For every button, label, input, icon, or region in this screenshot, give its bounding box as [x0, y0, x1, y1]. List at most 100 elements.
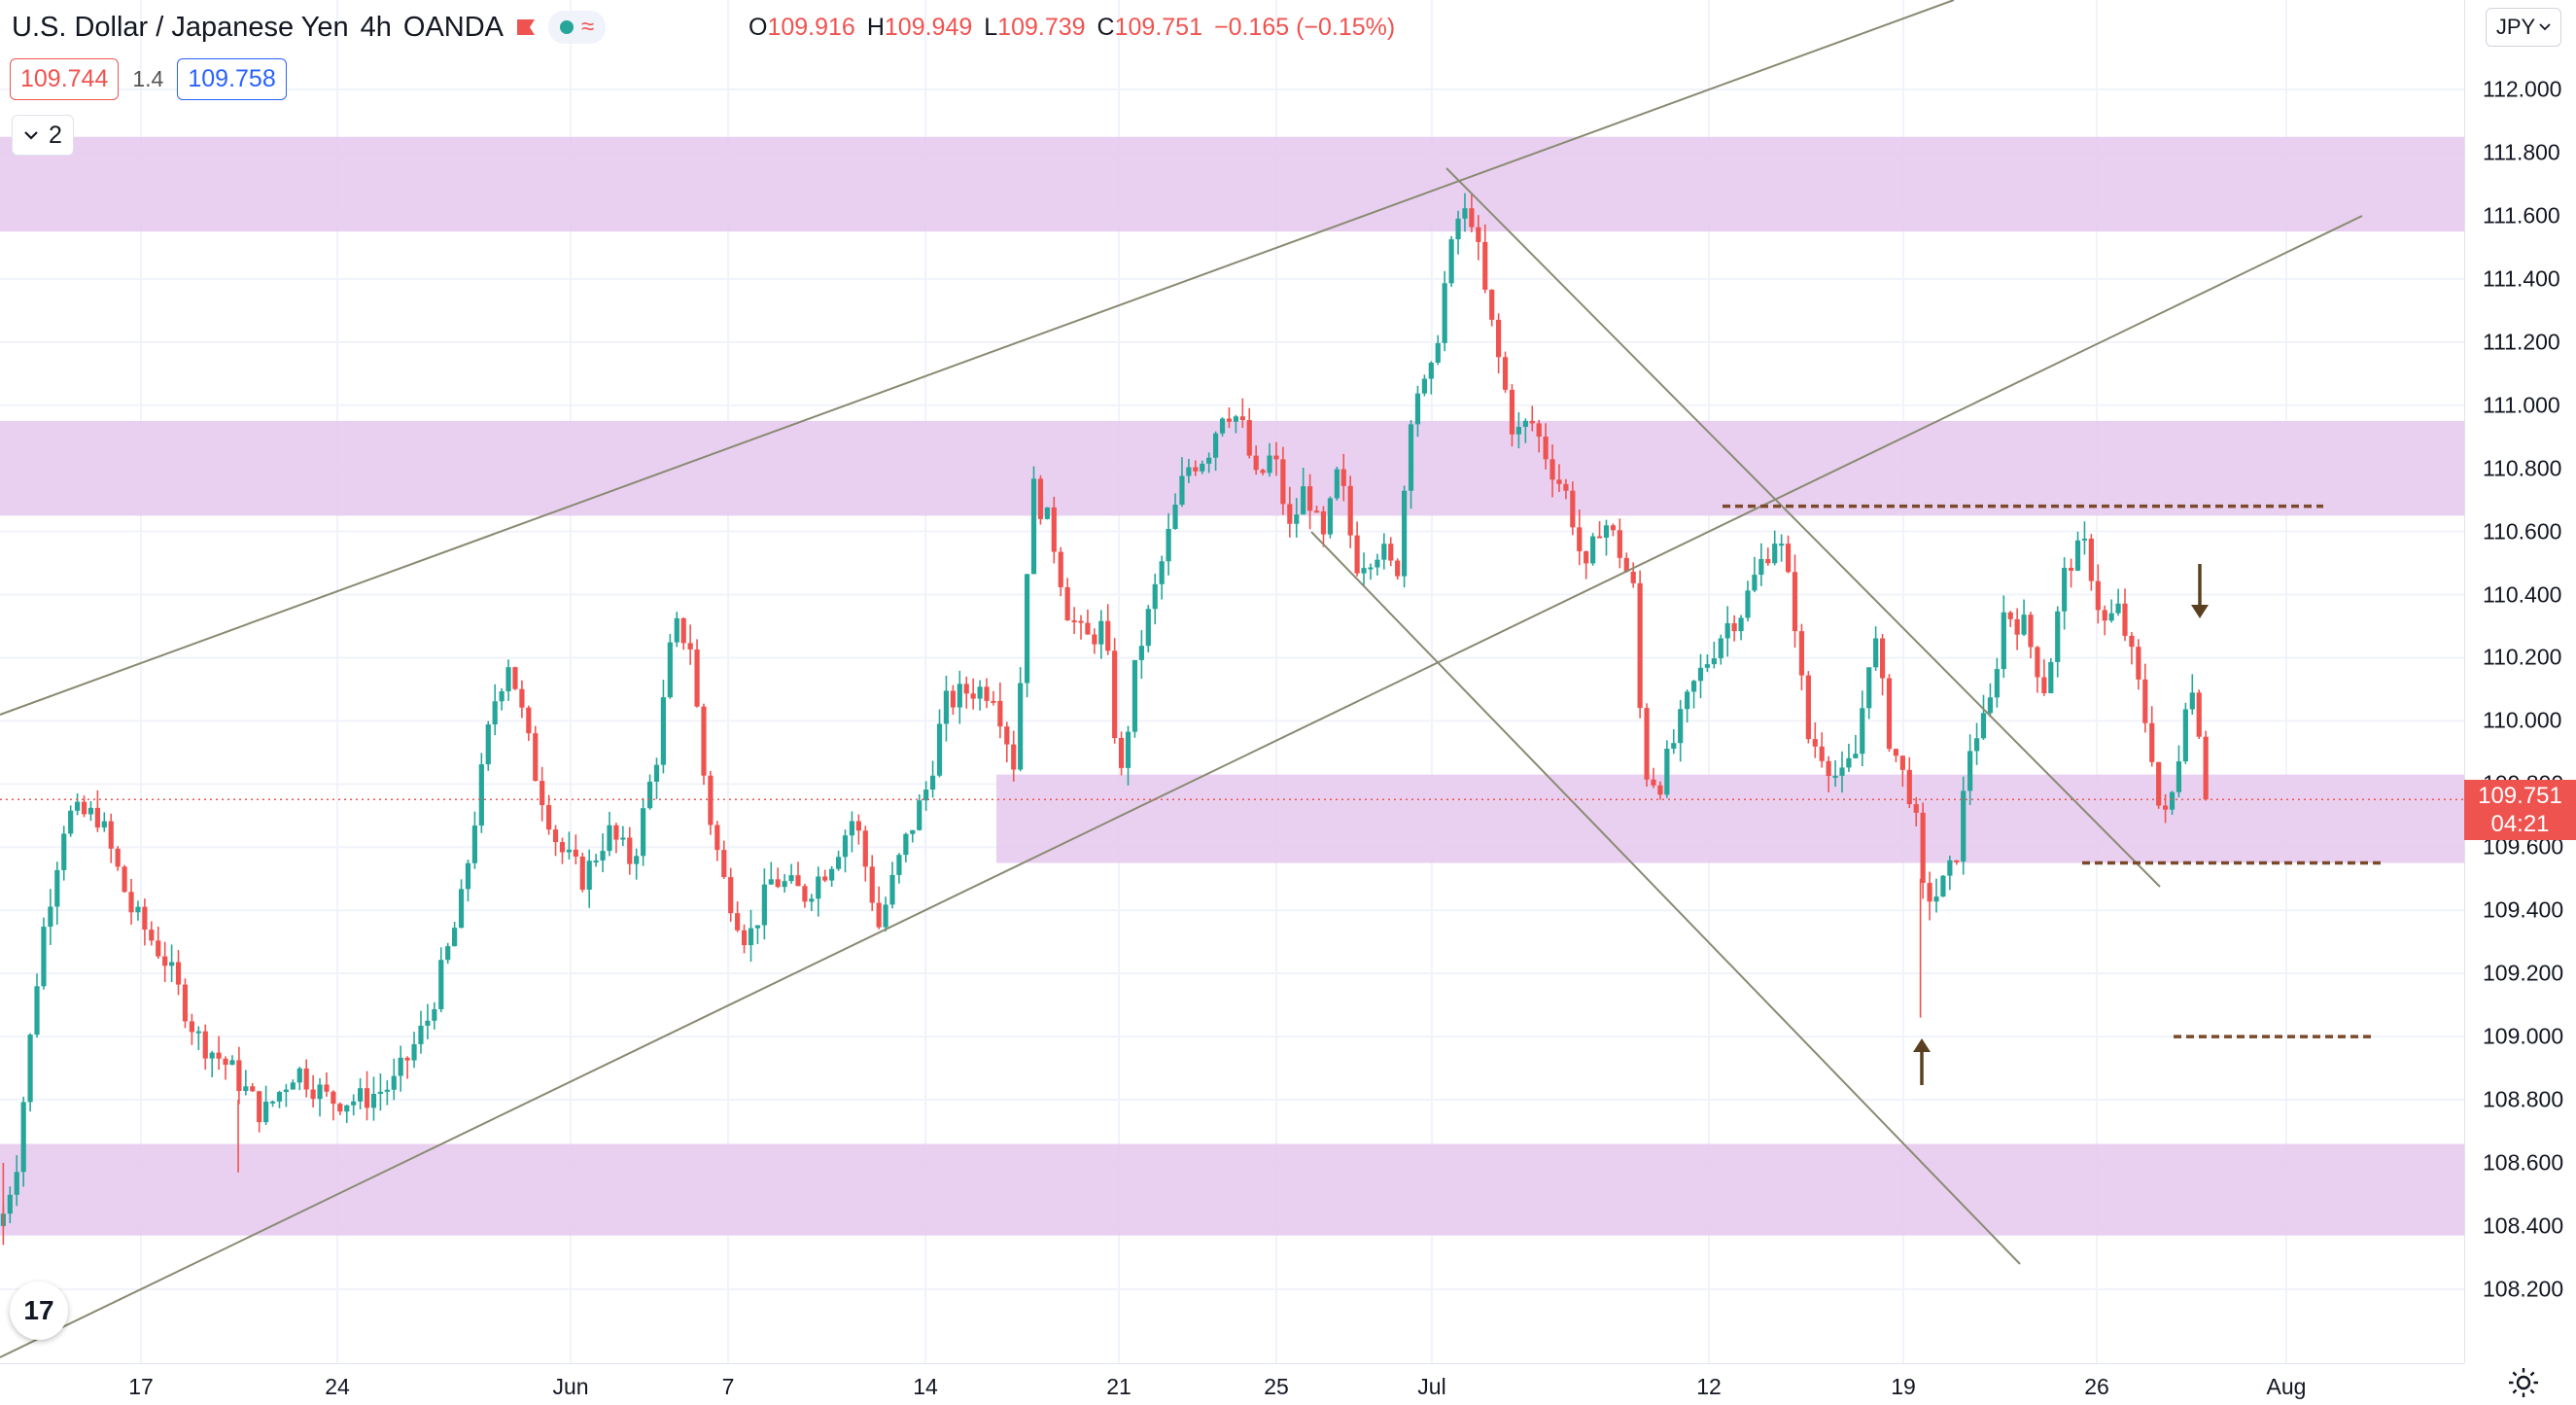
candle-body: [1509, 389, 1515, 435]
candle-body: [229, 1060, 235, 1066]
candle-body: [1408, 424, 1414, 491]
tradingview-logo-icon[interactable]: 17: [10, 1282, 68, 1340]
candle-body: [2007, 612, 2013, 619]
candle-body: [2035, 647, 2040, 678]
low-label: L: [984, 14, 998, 41]
candle-body: [579, 856, 585, 890]
candle-body: [81, 801, 87, 815]
candle-body: [1455, 218, 1461, 240]
candle-body: [156, 940, 161, 957]
candle-body: [1819, 746, 1825, 761]
candle-body: [1899, 755, 1905, 770]
candle-body: [290, 1082, 296, 1090]
candle-body: [2041, 677, 2047, 693]
close-label: C: [1097, 14, 1115, 41]
flag-icon[interactable]: [515, 18, 537, 36]
candle-body: [1253, 455, 1259, 471]
candle-body: [1826, 760, 1831, 777]
candle-body: [404, 1057, 410, 1061]
candle-body: [1987, 697, 1994, 714]
candle-body: [2142, 679, 2148, 723]
candle-body: [1239, 416, 1245, 421]
interval-label[interactable]: 4h: [360, 11, 392, 43]
candle-body: [2074, 540, 2081, 571]
symbol-title[interactable]: U.S. Dollar / Japanese Yen: [12, 11, 349, 43]
time-tick-label: Jun: [552, 1374, 589, 1399]
candle-body: [317, 1084, 323, 1100]
candle-body: [1690, 681, 1697, 692]
candle-body: [1798, 631, 1805, 676]
candle-body: [1301, 486, 1306, 515]
candle-body: [634, 856, 640, 864]
candle-body: [1428, 363, 1434, 379]
price-tick-label: 111.400: [2483, 265, 2560, 292]
candle-body: [1718, 638, 1723, 659]
candle-body: [1375, 559, 1380, 568]
candle-body: [458, 889, 465, 929]
time-axis[interactable]: 17 24 Jun 7 14 21 25 Jul 12 19 26 Aug: [0, 1363, 2464, 1405]
candle-body: [7, 1194, 13, 1214]
candle-body: [1772, 544, 1778, 564]
candle-body: [1617, 530, 1622, 558]
sell-button[interactable]: 109.744: [10, 58, 120, 100]
candle-body: [169, 962, 175, 966]
candle-body: [1476, 227, 1481, 242]
candle-body: [1327, 498, 1333, 535]
ohlc-values: O109.916 H109.949 L109.739 C109.751 −0.1…: [748, 14, 1395, 42]
currency-selector[interactable]: JPY: [2486, 8, 2561, 47]
candle-body: [1462, 208, 1468, 219]
collapse-indicators-button[interactable]: 2: [12, 115, 74, 156]
candle-body: [499, 690, 505, 702]
buy-button[interactable]: 109.758: [177, 58, 287, 100]
candle-body: [1846, 757, 1852, 768]
candle-body: [1893, 749, 1899, 756]
candle-body: [991, 700, 996, 703]
candle-body: [303, 1068, 309, 1090]
candle-body: [1873, 638, 1879, 668]
time-tick-label: 26: [2084, 1374, 2109, 1399]
candle-body: [1273, 455, 1279, 460]
candle-body: [748, 928, 754, 946]
candle-body: [586, 861, 592, 890]
candle-body: [478, 764, 484, 826]
logo-text: 17: [23, 1295, 54, 1325]
chart-canvas[interactable]: [0, 0, 2464, 1363]
candle-body: [1745, 590, 1751, 618]
market-status-pill[interactable]: ≈: [548, 11, 607, 44]
candle-body: [1785, 544, 1792, 573]
candle-body: [1980, 713, 1987, 739]
candle-body: [889, 874, 895, 905]
candle-body: [950, 690, 956, 708]
candle-body: [620, 837, 626, 840]
candle-body: [243, 1086, 249, 1092]
candle-body: [1879, 638, 1886, 679]
trend-line: [1445, 167, 2161, 888]
candle-body: [1037, 478, 1044, 519]
candle-body: [257, 1091, 262, 1123]
arrow-down-icon: [2191, 605, 2209, 618]
candle-body: [1515, 427, 1522, 435]
candle-body: [869, 866, 875, 903]
candle-body: [963, 684, 969, 694]
candle-body: [923, 790, 929, 801]
time-tick-label: 12: [1696, 1374, 1722, 1399]
candle-body: [1226, 418, 1233, 422]
open-label: O: [748, 14, 768, 41]
exchange-label[interactable]: OANDA: [402, 11, 505, 43]
candle-body: [74, 801, 81, 811]
candle-body: [236, 1060, 242, 1092]
candle-body: [674, 617, 679, 643]
chart-legend-header: U.S. Dollar / Japanese Yen 4h OANDA ≈: [12, 6, 607, 49]
price-axis[interactable]: 112.000 111.800 111.600 111.400 111.200 111.0…: [2464, 0, 2576, 1363]
chart-area[interactable]: [0, 0, 2464, 1363]
candle-body: [1280, 459, 1286, 505]
candle-body: [1954, 860, 1960, 862]
candle-body: [142, 906, 148, 931]
candle-body: [34, 986, 40, 1036]
price-tick-label: 110.000: [2483, 707, 2562, 733]
candle-body: [135, 906, 141, 913]
close-value: 109.751: [1114, 14, 1202, 41]
candle-body: [1724, 622, 1730, 639]
settings-gear-icon[interactable]: [2506, 1365, 2541, 1400]
high-label: H: [866, 14, 885, 41]
